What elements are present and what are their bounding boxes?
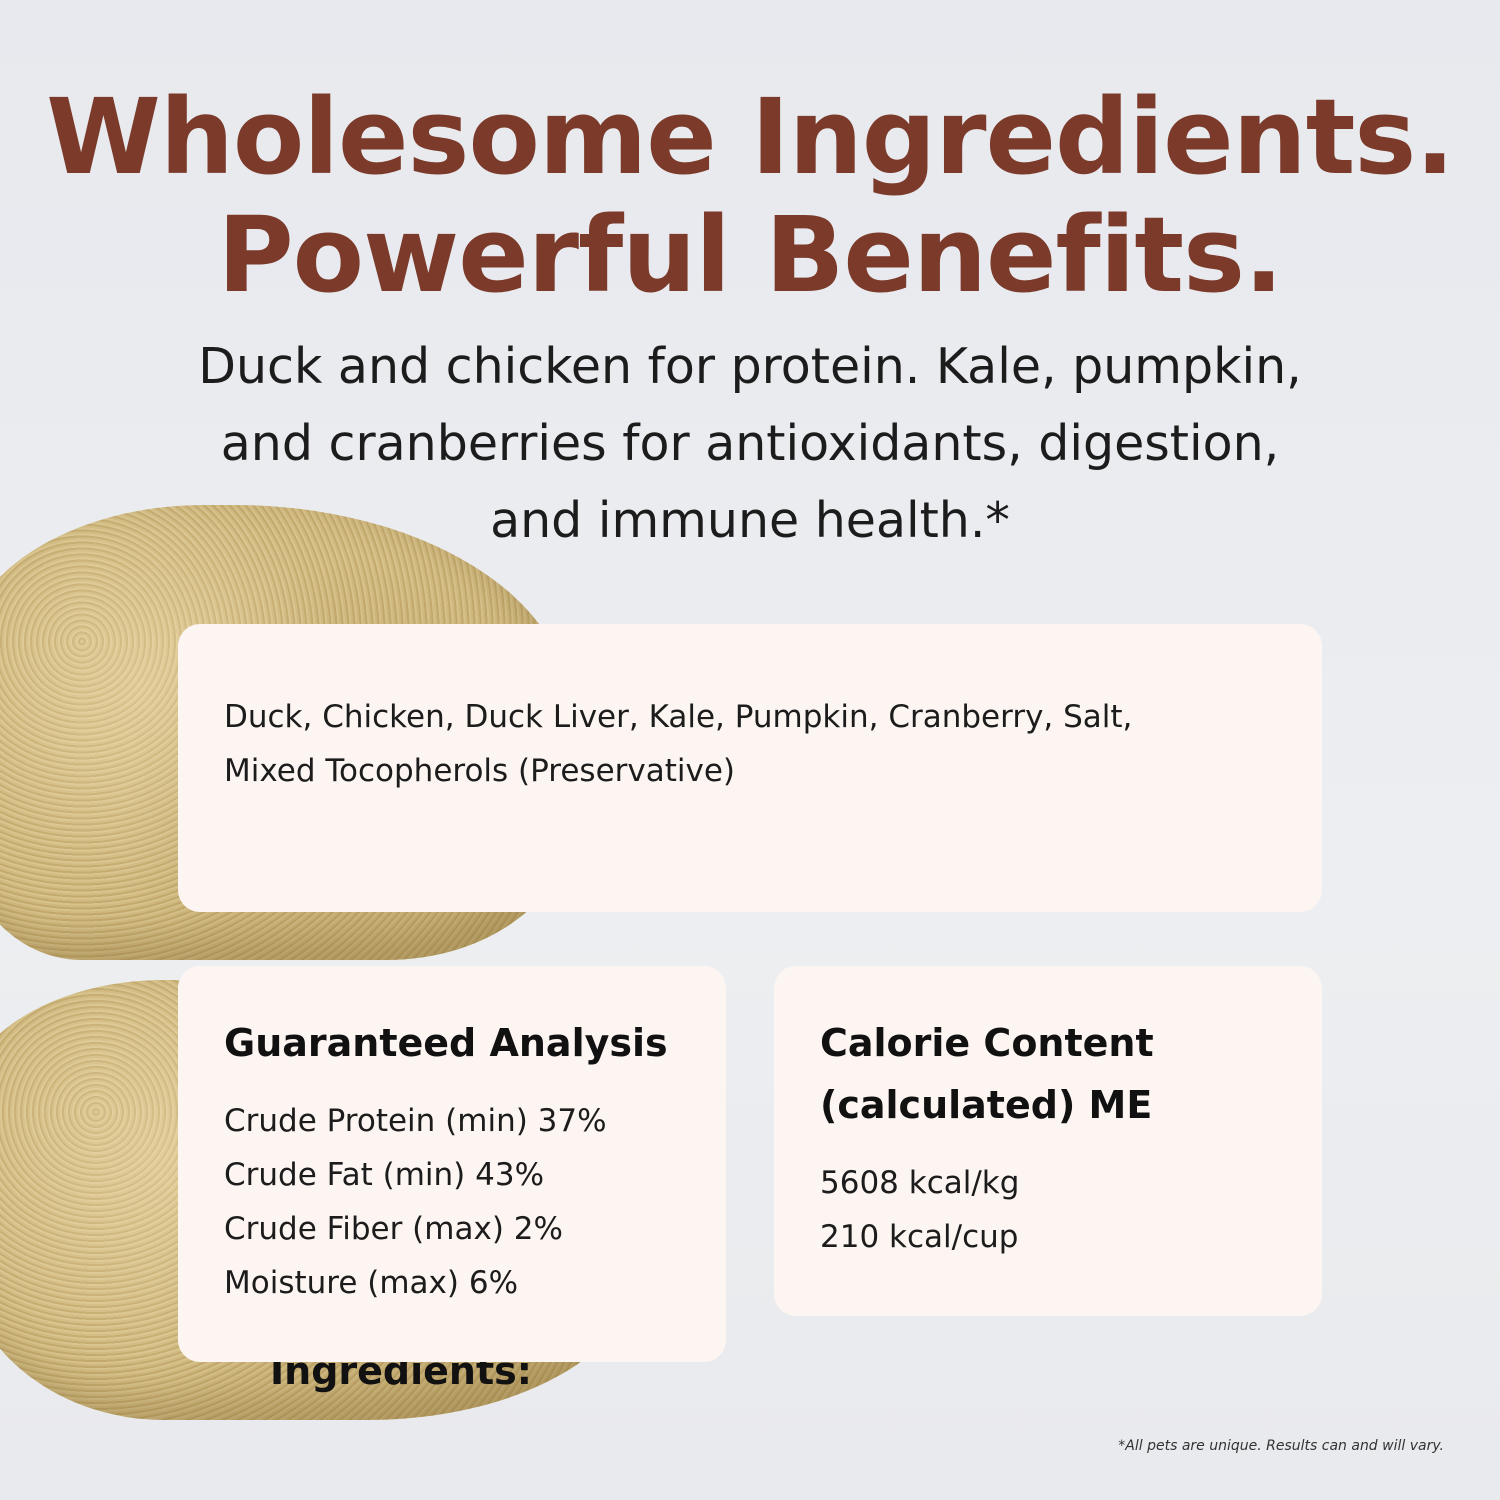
analysis-item: Crude Fiber (max) 2%: [224, 1211, 563, 1247]
subheadline-line: Duck and chicken for protein. Kale, pump…: [198, 338, 1302, 395]
footnote: *All pets are unique. Results can and wi…: [1118, 1438, 1444, 1454]
calorie-content-card: Calorie Content (calculated) ME 5608 kca…: [774, 966, 1322, 1316]
calorie-item: 5608 kcal/kg: [820, 1165, 1020, 1201]
ingredients-card: Ingredients: Duck, Chicken, Duck Liver, …: [178, 624, 1322, 1393]
calorie-title: (calculated) ME: [820, 1083, 1153, 1127]
subheadline-line: and immune health.*: [490, 492, 1010, 549]
ingredients-text: Duck, Chicken, Duck Liver, Kale, Pumpkin…: [224, 699, 1133, 735]
calorie-title: Calorie Content: [820, 1021, 1154, 1065]
headline-line: Wholesome Ingredients.: [46, 76, 1455, 198]
analysis-title: Guaranteed Analysis: [224, 1021, 668, 1065]
subheadline-line: and cranberries for antioxidants, digest…: [220, 415, 1280, 472]
headline: Wholesome Ingredients. Powerful Benefits…: [0, 78, 1500, 314]
calorie-item: 210 kcal/cup: [820, 1219, 1019, 1255]
subheadline: Duck and chicken for protein. Kale, pump…: [150, 328, 1350, 559]
analysis-item: Moisture (max) 6%: [224, 1265, 519, 1301]
ingredients-text: Mixed Tocopherols (Preservative): [224, 753, 736, 789]
analysis-item: Crude Fat (min) 43%: [224, 1157, 545, 1193]
guaranteed-analysis-card: Guaranteed Analysis Crude Protein (min) …: [178, 966, 726, 1362]
headline-line: Powerful Benefits.: [217, 194, 1283, 316]
analysis-item: Crude Protein (min) 37%: [224, 1103, 607, 1139]
